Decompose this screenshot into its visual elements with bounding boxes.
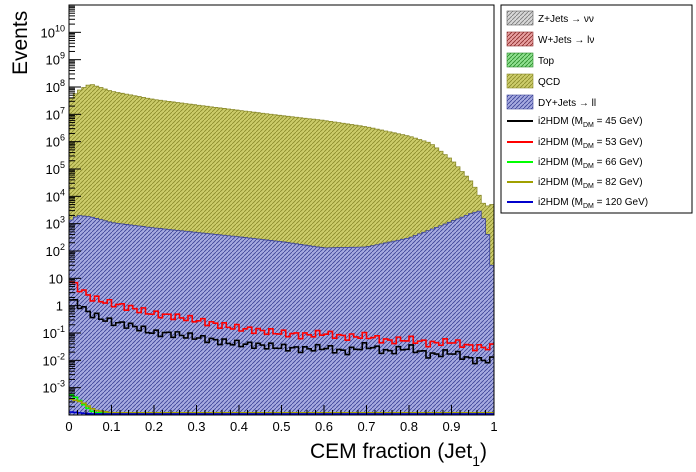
histogram-layer xyxy=(69,84,494,415)
y-tick-label-12: 109 xyxy=(46,51,65,68)
x-tick-label-3: 0.3 xyxy=(187,419,205,434)
signal-line-4 xyxy=(69,411,494,415)
legend-entry-m66: i2HDM (MDM = 66 GeV) xyxy=(507,157,643,170)
legend-swatch-zjets xyxy=(506,10,534,26)
x-tick-label-2: 0.2 xyxy=(145,419,163,434)
x-tick-label-0: 0 xyxy=(65,419,72,434)
legend-swatch-dyjets xyxy=(506,94,534,110)
y-axis: 10-3 10-2 10-1 1 10 102 103 104 105 106 107 108 109 1… xyxy=(41,4,81,416)
y-tick-label-6: 103 xyxy=(46,215,65,232)
x-tick-label-9: 0.9 xyxy=(442,419,460,434)
x-tick-label-1: 0.1 xyxy=(102,419,120,434)
legend-swatch-top xyxy=(506,52,534,68)
legend-label-zjets: Z+Jets → νν xyxy=(538,14,594,25)
y-tick-label-8: 105 xyxy=(46,160,65,177)
y-tick-label-5: 102 xyxy=(46,242,65,259)
signal-line-1 xyxy=(69,281,494,352)
x-tick-label-10: 1 xyxy=(490,419,497,434)
legend-entry-m120: i2HDM (MDM = 120 GeV) xyxy=(507,197,648,210)
legend-entry-m82: i2HDM (MDM = 82 GeV) xyxy=(507,177,643,190)
y-tick-label-2: 10-1 xyxy=(43,324,65,341)
legend-label-m120: i2HDM (MDM = 120 GeV) xyxy=(538,197,648,210)
y-axis-title: Events xyxy=(9,11,32,75)
legend-entry-m45: i2HDM (MDM = 45 GeV) xyxy=(507,116,643,129)
legend-entry-m53: i2HDM (MDM = 53 GeV) xyxy=(507,137,643,150)
x-axis: 0 0.1 0.2 0.3 0.4 0.5 0.6 0.7 0.8 0.9 1 xyxy=(65,405,498,434)
legend-label-top: Top xyxy=(538,56,555,67)
legend: Z+Jets → νν W+Jets → lν Top QCD DY+Jets … xyxy=(500,4,693,214)
legend-label-wjets: W+Jets → lν xyxy=(538,35,594,46)
legend-label-m53: i2HDM (MDM = 53 GeV) xyxy=(538,137,643,150)
y-tick-label-3: 1 xyxy=(56,299,63,314)
legend-swatch-wjets xyxy=(506,31,534,47)
y-tick-label-10: 107 xyxy=(46,105,65,122)
y-tick-label-7: 104 xyxy=(46,187,65,204)
y-tick-label-9: 106 xyxy=(46,133,65,150)
legend-label-qcd: QCD xyxy=(538,77,560,88)
stack-dyjets xyxy=(69,210,494,415)
legend-label-dyjets: DY+Jets → ll xyxy=(538,98,596,109)
legend-label-m66: i2HDM (MDM = 66 GeV) xyxy=(538,157,643,170)
x-tick-label-5: 0.5 xyxy=(272,419,290,434)
x-tick-label-4: 0.4 xyxy=(230,419,248,434)
legend-label-m45: i2HDM (MDM = 45 GeV) xyxy=(538,116,643,129)
x-axis-title: CEM fraction (Jet1) xyxy=(310,440,487,469)
signal-line-0 xyxy=(69,299,494,365)
legend-swatch-qcd xyxy=(506,73,534,89)
signal-line-3 xyxy=(69,398,494,414)
signal-series-layer xyxy=(69,281,494,415)
y-tick-label-1: 10-2 xyxy=(43,351,65,368)
y-tick-label-0: 10-3 xyxy=(43,379,65,396)
x-tick-label-8: 0.8 xyxy=(400,419,418,434)
x-tick-label-7: 0.7 xyxy=(357,419,375,434)
legend-label-m82: i2HDM (MDM = 82 GeV) xyxy=(538,177,643,190)
y-tick-label-4: 10 xyxy=(49,271,63,286)
x-tick-label-6: 0.6 xyxy=(315,419,333,434)
y-tick-label-11: 108 xyxy=(46,78,65,95)
y-tick-label-13: 1010 xyxy=(41,23,65,40)
